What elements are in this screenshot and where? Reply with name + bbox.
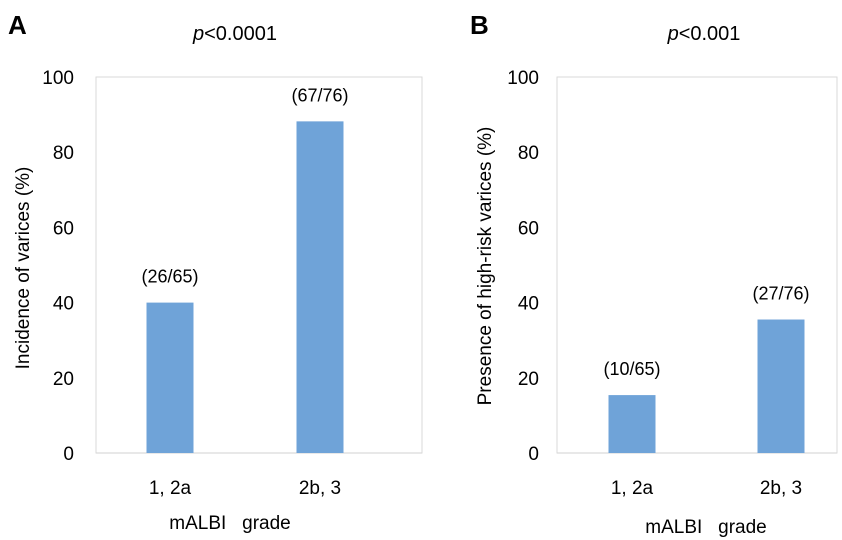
y-axis-label: Incidence of varices (%) [13,167,34,370]
bar [296,121,344,454]
data-label: (27/76) [752,284,809,304]
y-tick-label: 20 [53,369,74,390]
y-tick-label: 80 [53,143,74,164]
y-tick-label: 60 [53,218,74,239]
y-tick-label: 0 [528,444,539,465]
data-label: (10/65) [603,359,660,379]
p-value: <0.0001 [204,23,277,45]
y-axis-ticks: 0 20 40 60 80 100 [507,68,539,465]
data-label: (67/76) [291,85,348,105]
category-label: 2b, 3 [299,478,341,499]
y-tick-label: 100 [507,68,539,89]
data-label: (26/65) [141,267,198,287]
category-label: 1, 2a [149,478,192,499]
panel-label: B [470,10,489,40]
y-tick-label: 40 [53,294,74,315]
data-labels: (26/65) (67/76) [141,85,348,286]
p-value-title: p<0.0001 [192,23,277,45]
bar [608,395,656,453]
p-value-title: p<0.001 [667,23,741,45]
plot-border [95,76,423,454]
category-label: 2b, 3 [760,478,802,499]
p-symbol: p [192,23,204,45]
x-axis-categories: 1, 2a 2b, 3 [611,478,802,499]
category-label: 1, 2a [611,478,654,499]
panel-b: B p<0.001 0 20 40 60 80 100 (10/65) (27/76) 1,… [470,10,838,538]
plot-frame [95,76,423,454]
p-value: <0.001 [679,23,741,45]
data-labels: (10/65) (27/76) [603,284,809,380]
y-tick-label: 0 [63,444,74,465]
y-tick-label: 40 [518,294,539,315]
x-axis-label: mALBI grade [169,513,290,534]
y-tick-label: 20 [518,369,539,390]
bars [146,121,344,454]
p-symbol: p [667,23,679,45]
y-axis-ticks: 0 20 40 60 80 100 [42,68,74,465]
bar [146,302,194,453]
x-axis-categories: 1, 2a 2b, 3 [149,478,341,499]
y-tick-label: 60 [518,218,539,239]
y-axis-label: Presence of high-risk varices (%) [475,127,496,406]
x-axis-label: mALBI grade [645,517,766,538]
bar [757,319,805,453]
bars [608,319,805,453]
y-tick-label: 80 [518,143,539,164]
panel-a: A p<0.0001 0 20 40 60 80 100 (26/65) (67/76) 1… [8,10,423,534]
y-tick-label: 100 [42,68,74,89]
panel-label: A [8,10,27,40]
